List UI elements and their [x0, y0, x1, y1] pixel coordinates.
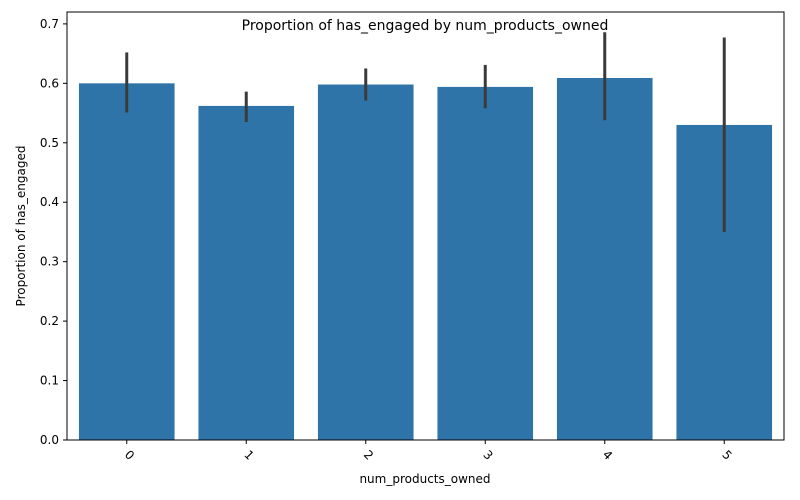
- x-tick-label: 0: [122, 448, 137, 463]
- x-tick-label: 1: [241, 448, 256, 463]
- x-axis-ticks: 0 1 2 3 4 5: [122, 440, 735, 463]
- y-tick-label: 0.5: [40, 136, 59, 150]
- y-tick-label: 0.2: [40, 314, 59, 328]
- plot-frame: [66, 11, 785, 441]
- x-axis-label: num_products_owned: [359, 472, 490, 486]
- bar-2: [317, 84, 414, 441]
- x-tick-label: 2: [361, 448, 376, 463]
- bar-4: [556, 77, 653, 440]
- bar-0: [78, 83, 175, 440]
- y-tick-label: 0.3: [40, 255, 59, 269]
- x-tick-label: 3: [480, 448, 495, 463]
- y-axis-ticks: 0.0 0.1 0.2 0.3 0.4 0.5 0.6 0.7: [40, 17, 67, 447]
- chart-title: Proportion of has_engaged by num_product…: [242, 18, 609, 34]
- y-tick-label: 0.4: [40, 195, 59, 209]
- bar-1: [198, 105, 295, 440]
- y-tick-label: 0.1: [40, 374, 59, 388]
- y-tick-label: 0.0: [40, 433, 59, 447]
- x-tick-label: 5: [719, 448, 734, 463]
- axes: [66, 11, 785, 441]
- error-bars-layer: [125, 32, 726, 232]
- y-tick-label: 0.7: [40, 17, 59, 31]
- y-tick-label: 0.6: [40, 76, 59, 90]
- bars-layer: [78, 77, 773, 441]
- y-axis-label: Proportion of has_engaged: [14, 146, 28, 307]
- bar-3: [437, 86, 534, 441]
- x-tick-label: 4: [600, 448, 615, 463]
